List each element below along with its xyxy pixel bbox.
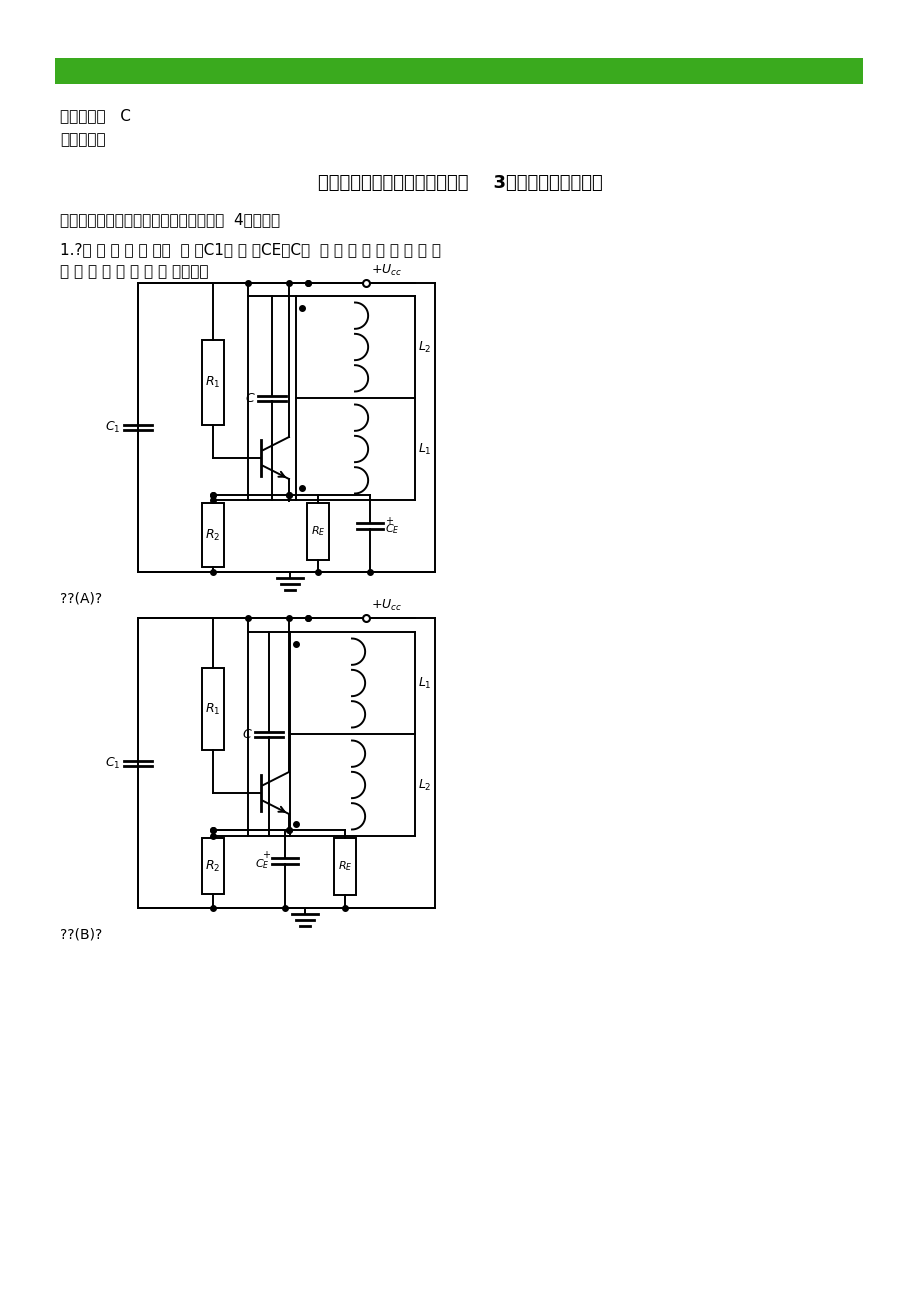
Bar bbox=[202, 503, 223, 567]
Text: $C_1$: $C_1$ bbox=[105, 420, 119, 435]
Text: $C_E$: $C_E$ bbox=[384, 523, 399, 536]
Text: C: C bbox=[245, 391, 254, 404]
Text: $C_E$: $C_E$ bbox=[255, 857, 269, 870]
Text: $L_1$: $L_1$ bbox=[417, 675, 431, 691]
Text: $R_E$: $R_E$ bbox=[311, 525, 325, 538]
Bar bbox=[334, 838, 356, 895]
Bar bbox=[202, 668, 223, 751]
Text: +: + bbox=[262, 850, 269, 860]
Text: $R_1$: $R_1$ bbox=[205, 375, 221, 390]
Text: $R_2$: $R_2$ bbox=[205, 528, 221, 542]
Text: $+U_{cc}$: $+U_{cc}$ bbox=[370, 598, 402, 612]
Text: ??(A)?: ??(A)? bbox=[60, 592, 102, 606]
Text: 1.?电 路 如 图 所 示，  电 容C1远 大 于CE和C，  其 中 满 足 自 激 振 荡 相: 1.?电 路 如 图 所 示， 电 容C1远 大 于CE和C， 其 中 满 足 … bbox=[60, 242, 440, 257]
Text: 解答参考：: 解答参考： bbox=[60, 132, 106, 147]
Text: $L_2$: $L_2$ bbox=[417, 340, 431, 354]
Text: $R_E$: $R_E$ bbox=[337, 860, 352, 873]
Bar bbox=[202, 340, 223, 425]
Text: $+U_{cc}$: $+U_{cc}$ bbox=[370, 263, 402, 278]
Text: 位 条 件 的 是 下 列 图 中（）。: 位 条 件 的 是 下 列 图 中（）。 bbox=[60, 265, 209, 279]
Text: $R_1$: $R_1$ bbox=[205, 701, 221, 717]
Bar bbox=[307, 503, 329, 560]
Text: +: + bbox=[384, 516, 392, 526]
Text: $R_2$: $R_2$ bbox=[205, 859, 221, 873]
Bar bbox=[55, 59, 862, 83]
Bar bbox=[202, 838, 223, 894]
Text: 本次作业是本门课程本学期的第    3次作业，注释如下：: 本次作业是本门课程本学期的第 3次作业，注释如下： bbox=[317, 175, 602, 192]
Text: C: C bbox=[242, 727, 251, 740]
Text: $L_2$: $L_2$ bbox=[417, 778, 431, 792]
Text: ??(B)?: ??(B)? bbox=[60, 928, 102, 942]
Text: $L_1$: $L_1$ bbox=[417, 442, 431, 456]
Text: 一、单项选择题（只有一个选项正确，共  4道小题）: 一、单项选择题（只有一个选项正确，共 4道小题） bbox=[60, 212, 279, 227]
Text: $C_1$: $C_1$ bbox=[105, 756, 119, 770]
Text: 正确答案：   C: 正确答案： C bbox=[60, 108, 130, 122]
